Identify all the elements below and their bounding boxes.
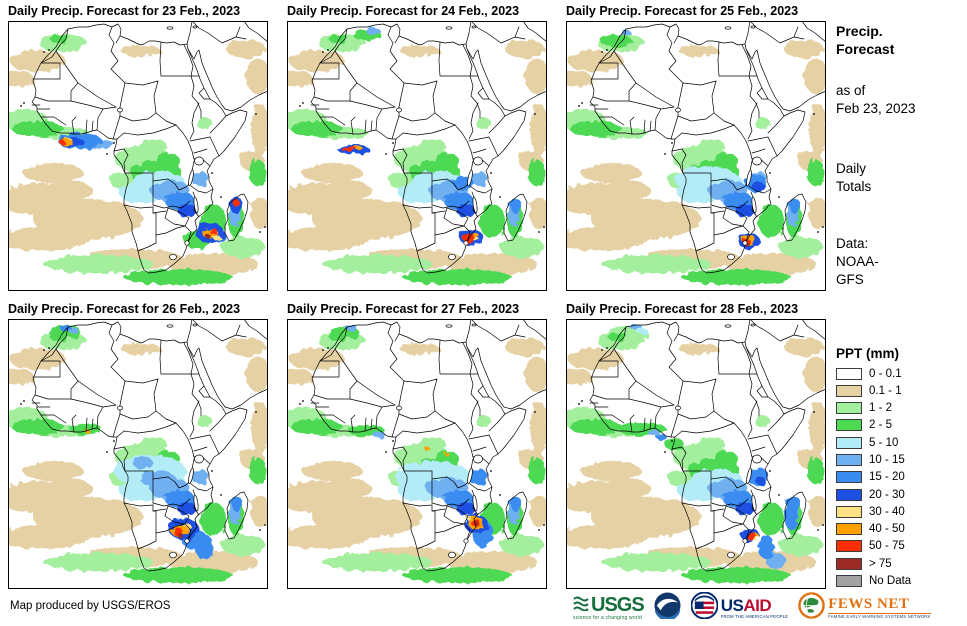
legend-label: 2 - 5 [869, 419, 893, 432]
sidebar-source-line: GFS [836, 272, 864, 287]
legend-row: 0 - 0.1 [836, 367, 964, 380]
africa-precip-map-26feb [8, 319, 268, 589]
fewsnet-globe-icon [798, 592, 825, 624]
usgs-tagline: science for a changing world [573, 615, 642, 621]
sidebar: Precip. Forecast as of Feb 23, 2023 Dail… [836, 22, 964, 289]
legend-label: 20 - 30 [869, 488, 905, 501]
legend-label: 1 - 2 [869, 402, 893, 415]
legend-row: 50 - 75 [836, 540, 964, 553]
sidebar-asof-line: Feb 23, 2023 [836, 101, 916, 116]
panel-title: Daily Precip. Forecast for 23 Feb., 2023 [8, 4, 241, 18]
africa-precip-map-25feb [566, 21, 826, 291]
legend-row: 0.1 - 1 [836, 384, 964, 397]
legend-row: 10 - 15 [836, 453, 964, 466]
usaid-wordmark: USAID [720, 595, 772, 615]
legend-swatch [836, 488, 862, 501]
africa-precip-map-24feb [287, 21, 547, 291]
legend-swatch [836, 557, 862, 570]
legend-swatch [836, 575, 862, 588]
map-credit: Map produced by USGS/EROS [10, 600, 171, 612]
forecast-panel-27feb: Daily Precip. Forecast for 27 Feb., 2023 [287, 302, 547, 589]
fewsnet-wordmark: FEWS NET [828, 595, 910, 612]
noaa-seal-icon [654, 592, 681, 624]
panel-title: Daily Precip. Forecast for 28 Feb., 2023 [566, 302, 799, 316]
legend-swatch [836, 402, 862, 415]
legend-row: 20 - 30 [836, 488, 964, 501]
legend-swatch [836, 367, 862, 380]
legend-row: 2 - 5 [836, 419, 964, 432]
legend-label: 0 - 0.1 [869, 367, 902, 380]
sidebar-totals-line: Daily [836, 161, 867, 176]
panel-title: Daily Precip. Forecast for 24 Feb., 2023 [287, 4, 520, 18]
legend-rows: 0 - 0.1 0.1 - 1 1 - 2 2 - 5 5 - 10 10 - 15 15 … [836, 367, 964, 588]
legend-row: > 75 [836, 557, 964, 570]
legend-swatch [836, 540, 862, 553]
legend-row: 30 - 40 [836, 505, 964, 518]
precip-legend: PPT (mm) 0 - 0.1 0.1 - 1 1 - 2 2 - 5 5 - 10 1… [836, 346, 964, 592]
legend-label: 40 - 50 [869, 523, 905, 536]
panel-title: Daily Precip. Forecast for 25 Feb., 2023 [566, 4, 799, 18]
forecast-panel-25feb: Daily Precip. Forecast for 25 Feb., 2023 [566, 4, 826, 291]
legend-label: 10 - 15 [869, 453, 905, 466]
forecast-panel-24feb: Daily Precip. Forecast for 24 Feb., 2023 [287, 4, 547, 291]
forecast-panel-28feb: Daily Precip. Forecast for 28 Feb., 2023 [566, 302, 826, 589]
sidebar-totals-line: Totals [836, 179, 872, 194]
legend-label: 5 - 10 [869, 436, 899, 449]
legend-label: 50 - 75 [869, 540, 905, 553]
legend-row: 5 - 10 [836, 436, 964, 449]
legend-label: 30 - 40 [869, 505, 905, 518]
africa-precip-map-28feb [566, 319, 826, 589]
legend-label: 0.1 - 1 [869, 384, 902, 397]
legend-label: > 75 [869, 557, 892, 570]
legend-swatch [836, 505, 862, 518]
sidebar-title-line: Precip. [836, 23, 883, 39]
legend-swatch [836, 453, 862, 466]
usgs-wave-icon [573, 595, 589, 615]
africa-precip-map-27feb [287, 319, 547, 589]
legend-swatch [836, 436, 862, 449]
logo-strip: USGS science for a changing world [573, 591, 931, 624]
legend-row: 1 - 2 [836, 402, 964, 415]
sidebar-title-line: Forecast [836, 41, 895, 57]
legend-swatch [836, 471, 862, 484]
fewsnet-tagline: FAMINE EARLY WARNING SYSTEMS NETWORK [828, 613, 931, 620]
legend-row: 40 - 50 [836, 523, 964, 536]
legend-label: 15 - 20 [869, 471, 905, 484]
usaid-seal-icon [690, 591, 719, 624]
sidebar-source-line: Data: [836, 236, 869, 251]
legend-swatch [836, 384, 862, 397]
forecast-panel-26feb: Daily Precip. Forecast for 26 Feb., 2023 [8, 302, 268, 589]
legend-label: No Data [869, 575, 912, 588]
noaa-logo [654, 592, 681, 624]
usaid-tagline: FROM THE AMERICAN PEOPLE [720, 613, 789, 619]
panel-title: Daily Precip. Forecast for 26 Feb., 2023 [8, 302, 241, 316]
africa-precip-map-23feb [8, 21, 268, 291]
forecast-panel-23feb: Daily Precip. Forecast for 23 Feb., 2023 [8, 4, 268, 291]
fewsnet-logo: FEWS NET FAMINE EARLY WARNING SYSTEMS NE… [798, 592, 931, 624]
legend-swatch [836, 419, 862, 432]
legend-swatch [836, 523, 862, 536]
panel-title: Daily Precip. Forecast for 27 Feb., 2023 [287, 302, 520, 316]
sidebar-asof-line: as of [836, 83, 866, 98]
usgs-logo: USGS science for a changing world [573, 594, 645, 621]
usaid-logo: USAID FROM THE AMERICAN PEOPLE [690, 591, 789, 624]
legend-row: No Data [836, 575, 964, 588]
sidebar-source-line: NOAA- [836, 254, 879, 269]
legend-row: 15 - 20 [836, 471, 964, 484]
usgs-wordmark: USGS [591, 594, 645, 616]
legend-title: PPT (mm) [836, 346, 900, 361]
